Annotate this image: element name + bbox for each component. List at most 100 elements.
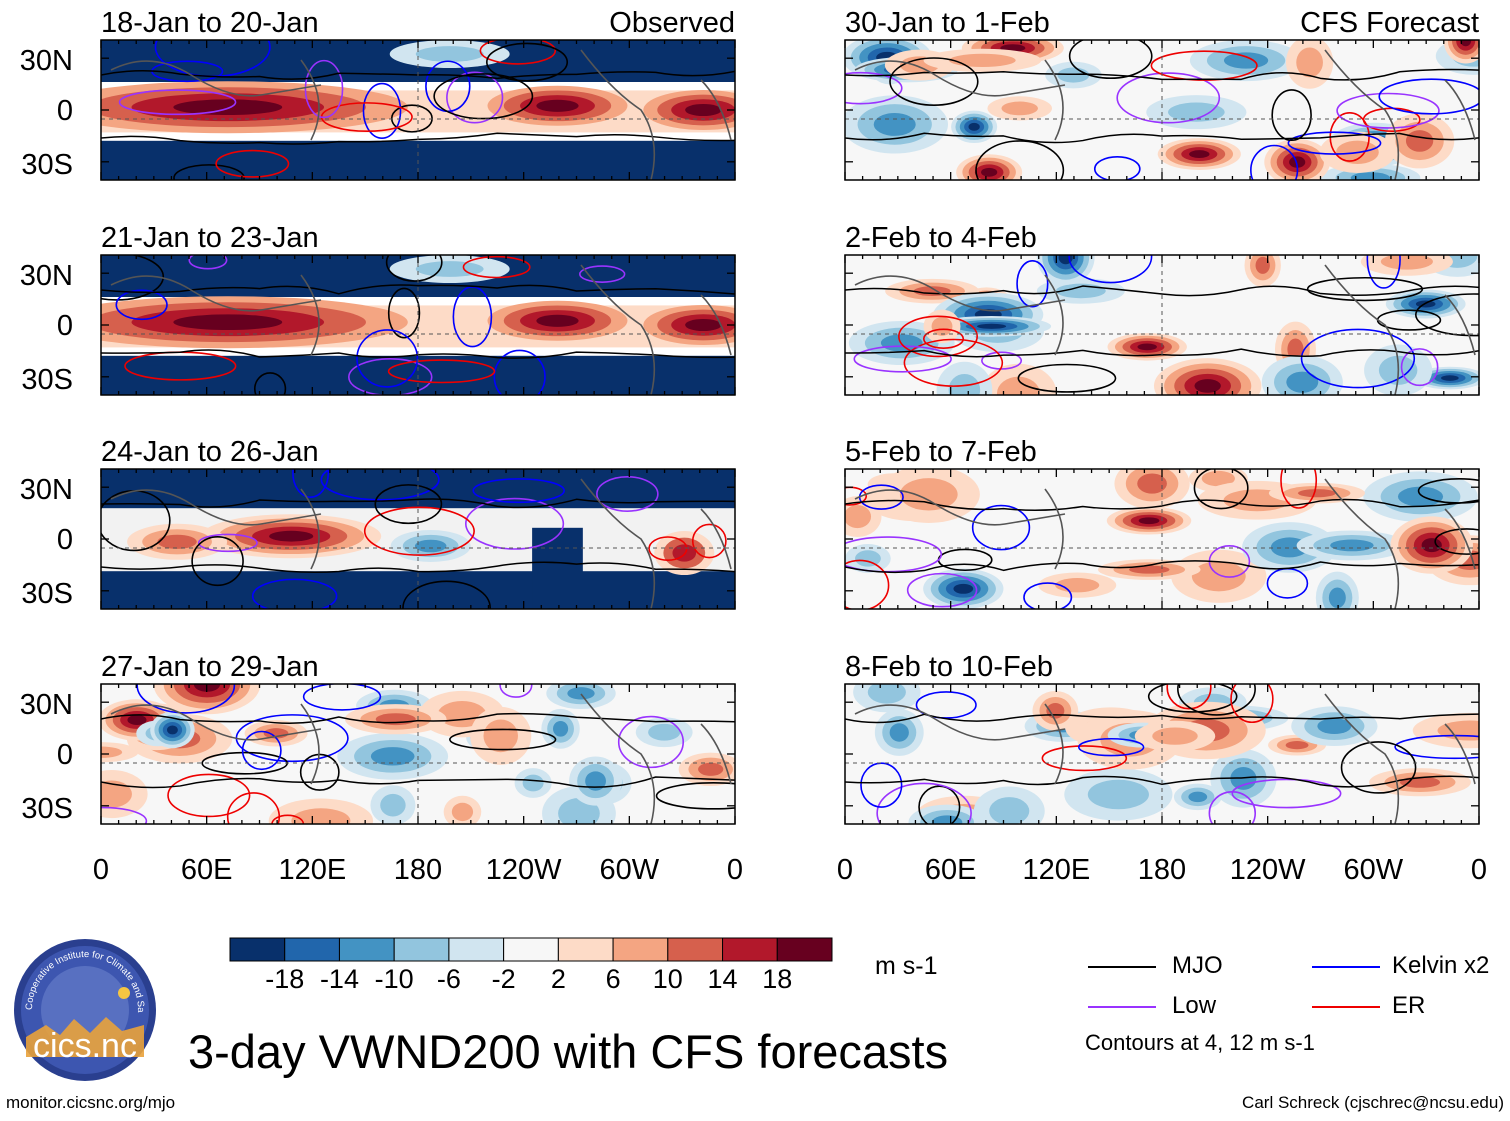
contour-line <box>655 781 735 810</box>
contour-line <box>922 328 965 349</box>
contour-line <box>691 523 727 559</box>
lat-label: 30N <box>20 45 73 77</box>
lon-label: 60W <box>600 854 660 886</box>
mjo-contour <box>101 712 735 724</box>
contour-line <box>1336 92 1440 129</box>
contour-line <box>241 730 282 771</box>
map-panel <box>844 39 1480 181</box>
contour-line <box>1415 293 1479 337</box>
contour-line <box>464 497 565 550</box>
contour-line <box>906 572 978 608</box>
contour-note: Contours at 4, 12 m s-1 <box>1085 1030 1315 1055</box>
map-panel <box>844 683 1480 825</box>
coastline <box>110 693 732 824</box>
lat-label: 30N <box>20 260 73 292</box>
contour-line <box>101 255 165 301</box>
coastline <box>110 478 732 609</box>
lon-label: 0 <box>837 854 853 886</box>
lon-label: 180 <box>394 854 442 886</box>
colorbar-box <box>612 937 669 962</box>
mjo-contour <box>101 561 735 573</box>
contour-line <box>918 785 961 824</box>
lat-label: 30S <box>21 793 73 825</box>
colorbar-label: -6 <box>437 964 461 994</box>
contour-line <box>101 806 148 824</box>
contour-line <box>617 715 685 769</box>
contour-line <box>1231 778 1342 809</box>
panel-ticks <box>100 469 736 609</box>
contour-line <box>299 753 340 791</box>
contour-line <box>479 40 557 65</box>
contour-line <box>446 71 504 124</box>
contour-line <box>1378 78 1479 115</box>
contour-line <box>1230 684 1274 724</box>
legend-line-kelvin <box>1312 966 1380 968</box>
colorbar-label: -14 <box>320 964 359 994</box>
colorbar-box <box>557 937 614 962</box>
panel-title-left-3: 27-Jan to 29-Jan <box>101 651 319 683</box>
mjo-contour <box>845 68 1479 81</box>
colorbar-units: m s-1 <box>875 952 938 980</box>
source-url[interactable]: monitor.cicsnc.org/mjo <box>6 1093 176 1112</box>
map-panel <box>844 254 1480 396</box>
contour-line <box>167 773 251 818</box>
contour-line <box>320 469 440 501</box>
contour-line <box>1017 363 1117 393</box>
mjo-contour <box>845 775 1479 788</box>
contour-line <box>188 255 228 270</box>
contour-line <box>1300 328 1416 389</box>
contour-line <box>292 469 330 498</box>
contour-line <box>304 59 344 119</box>
coastline <box>854 478 1476 609</box>
contour-line <box>1147 684 1238 713</box>
lon-label: 60W <box>1344 854 1404 886</box>
contour-line <box>302 684 382 711</box>
column-header-observed: Observed <box>609 7 735 39</box>
contour-line <box>845 559 890 609</box>
contour-line <box>1287 131 1382 155</box>
coastline <box>110 49 732 180</box>
contour-line <box>898 315 978 358</box>
cics-nc-logo[interactable]: Cooperative Institute for Climate and Sa… <box>12 937 158 1083</box>
legend-label-kelvin: Kelvin x2 <box>1392 952 1490 979</box>
contour-line <box>1340 741 1417 794</box>
contour-line <box>191 535 244 587</box>
contour-line <box>253 372 287 395</box>
panel-ticks <box>100 255 736 395</box>
legend-label-low: Low <box>1172 992 1217 1019</box>
colorbar-box <box>448 937 505 962</box>
contour-line <box>363 506 475 556</box>
lat-label: 0 <box>57 95 73 127</box>
lat-label: 30N <box>20 689 73 721</box>
colorbar-box <box>722 937 778 962</box>
contour-line <box>499 684 533 698</box>
contour-line <box>1193 469 1249 510</box>
lon-label: 0 <box>727 854 743 886</box>
contour-line <box>472 478 565 504</box>
legend-label-mjo: MJO <box>1172 952 1223 979</box>
panel-title-right-3: 8-Feb to 10-Feb <box>845 651 1053 683</box>
lat-label: 30S <box>21 578 73 610</box>
colorbar-label: -18 <box>265 964 304 994</box>
contour-line <box>118 89 237 116</box>
panel-ticks <box>100 40 736 180</box>
contour-line <box>903 338 1004 387</box>
coastline <box>110 264 732 395</box>
mjo-contour <box>845 560 1479 574</box>
legend-label-er: ER <box>1392 992 1426 1019</box>
colorbar-box <box>393 937 450 962</box>
contour-line <box>1166 684 1212 710</box>
colorbar-label: 14 <box>708 964 738 994</box>
contour-line <box>348 358 433 395</box>
contour-line <box>215 149 290 178</box>
contour-line <box>251 578 338 609</box>
contour-line <box>889 57 979 106</box>
colorbar-label: 10 <box>653 964 683 994</box>
contour-line <box>1023 582 1073 609</box>
contour-line <box>486 42 569 82</box>
contour-line <box>1068 40 1153 80</box>
colorbar-label: 18 <box>762 964 792 994</box>
panel-title-left-2: 24-Jan to 26-Jan <box>101 436 319 468</box>
panel-field <box>101 684 735 824</box>
panel-field <box>101 255 735 395</box>
